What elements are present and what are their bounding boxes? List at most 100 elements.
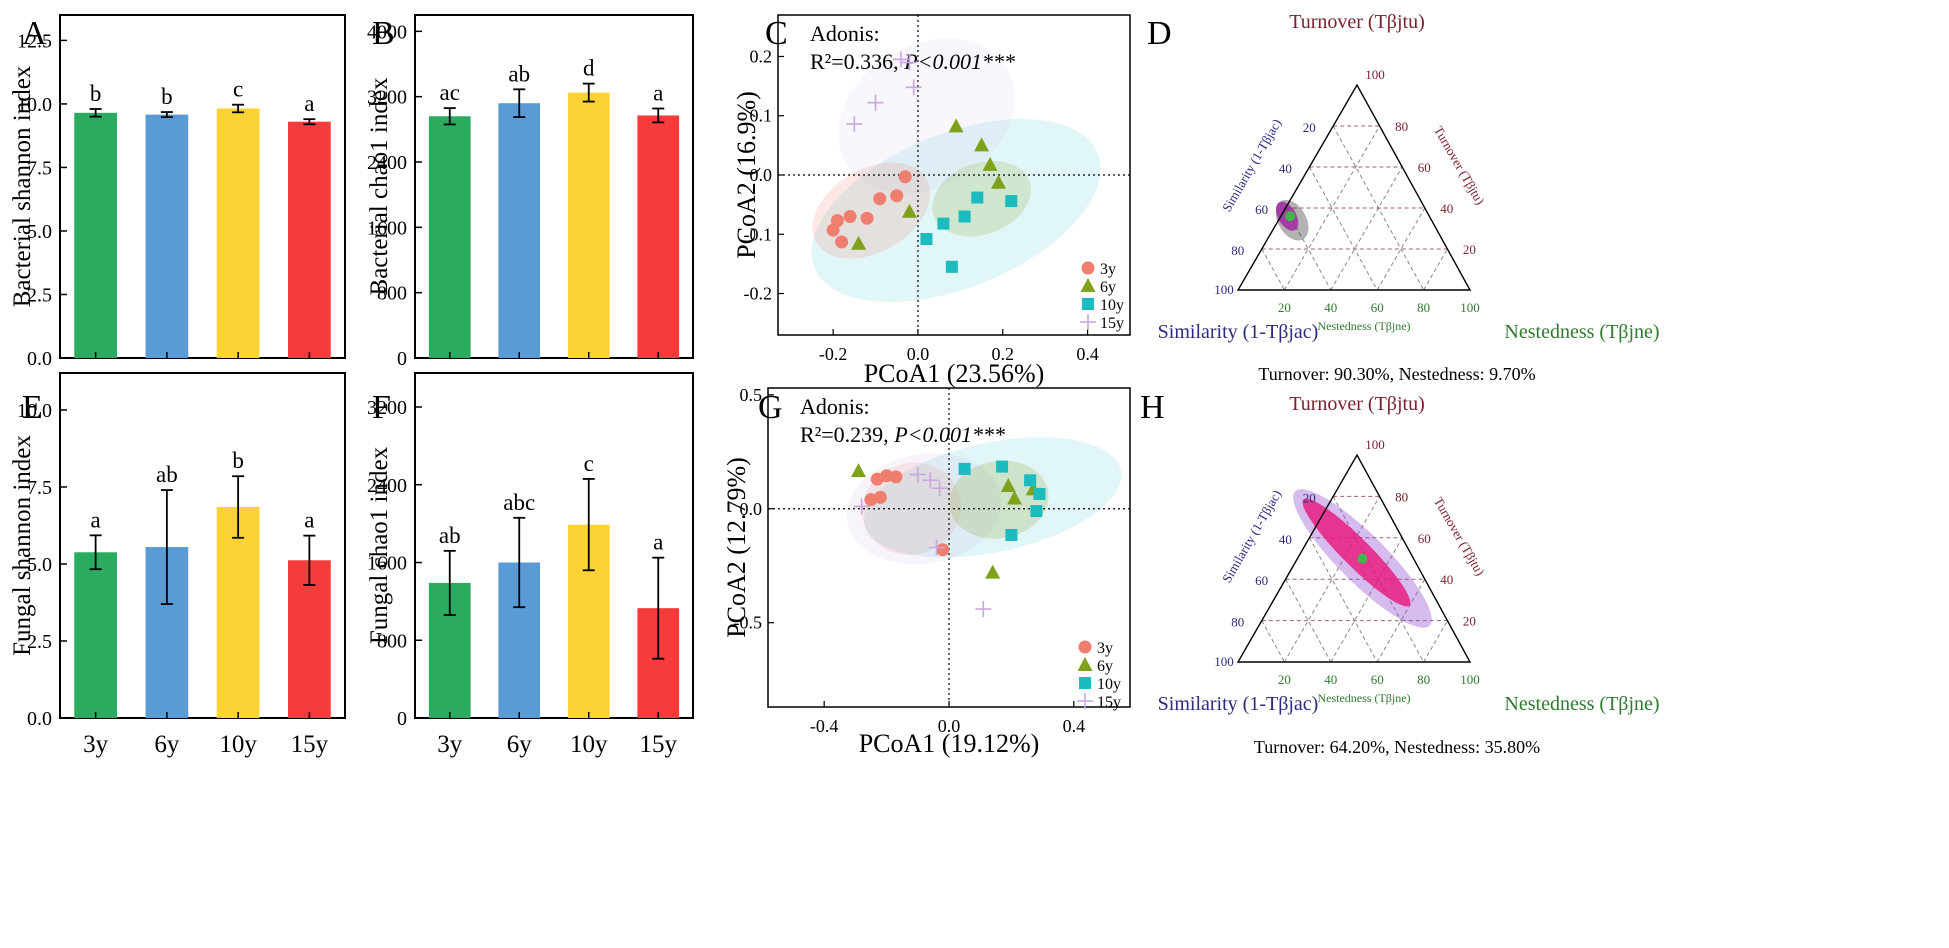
point-10y	[945, 260, 958, 273]
y-tick-label: 3200	[367, 87, 407, 109]
nestedness-tick: 60	[1371, 300, 1384, 315]
bar-15y	[288, 121, 331, 358]
x-tick-label: 10y	[219, 731, 257, 758]
side-label-nestedness: Nestedness (Tβjne)	[1317, 691, 1410, 705]
x-tick-label: 3y	[83, 731, 109, 758]
point-15y	[853, 498, 870, 515]
adonis-stats: R²=0.336, P<0.001***	[810, 49, 1015, 74]
significance-letter: b	[161, 84, 173, 109]
confidence-ellipse	[838, 38, 1015, 193]
point-15y	[975, 601, 992, 618]
turnover-tick: 60	[1418, 160, 1431, 175]
legend-label: 3y	[1100, 261, 1116, 278]
point-6y	[985, 564, 1001, 579]
turnover-tick: 100	[1365, 437, 1385, 452]
x-tick-label: 0.2	[992, 344, 1015, 364]
nestedness-tick: 80	[1417, 300, 1430, 315]
nestedness-tick: 20	[1278, 672, 1291, 687]
turnover-tick: 20	[1463, 242, 1476, 257]
bar-6y	[498, 103, 541, 358]
side-label-turnover: Turnover (Tβjtu)	[1431, 123, 1488, 207]
significance-letter: c	[584, 451, 594, 476]
point-6y	[948, 118, 964, 133]
bar-chart-F: 0 800 1600 2400 3200 Fungal chao1 index ab 3y ab…	[366, 372, 694, 758]
point-10y	[1033, 487, 1046, 500]
point-15y	[905, 79, 922, 96]
grid-nestedness	[1330, 537, 1403, 663]
y-tick-label: 0.0	[740, 499, 763, 519]
point-3y	[835, 235, 849, 249]
significance-letter: ab	[508, 61, 530, 86]
adonis-title: Adonis:	[810, 21, 880, 46]
panel-label-E: E	[22, 389, 43, 426]
x-tick-label: 15y	[640, 731, 678, 758]
point-10y	[958, 462, 971, 475]
legend-marker-10y	[1079, 677, 1091, 689]
grid-nestedness	[1330, 166, 1403, 291]
point-3y	[870, 472, 884, 486]
y-tick-label: 4000	[367, 21, 407, 43]
ternary-plot-H: 80 20 20 60 40 40 40 60 60 20 80 80 100 100 100 Similar…	[1158, 393, 1660, 757]
x-tick-label: 3y	[437, 731, 463, 758]
y-tick-label: 800	[377, 630, 407, 652]
significance-letter: a	[653, 81, 663, 106]
bar-chart-E: 0.0 2.5 5.0 7.5 10.0 Fungal shannon index a 3y a…	[9, 372, 346, 758]
bar-chart-A: 0.0 2.5 5.0 7.5 10.0 12.5 Bacterial shannon in…	[9, 14, 346, 370]
point-10y	[958, 210, 971, 223]
point-10y	[920, 233, 933, 245]
x-tick-label: -0.4	[810, 716, 839, 736]
legend-marker-3y	[1078, 640, 1092, 654]
confidence-ellipse	[811, 119, 1101, 303]
centroid-point	[1357, 553, 1368, 564]
similarity-tick: 100	[1214, 282, 1234, 297]
significance-letter: b	[90, 81, 102, 106]
nestedness-tick: 60	[1371, 672, 1384, 687]
similarity-tick: 100	[1214, 654, 1234, 669]
significance-letter: a	[91, 507, 101, 532]
y-tick-label: 0.0	[27, 708, 52, 730]
grid-nestedness	[1423, 620, 1448, 663]
legend-label: 15y	[1100, 315, 1124, 332]
bar-6y	[145, 114, 189, 358]
ternary-plot-D: 80 20 20 60 40 40 40 60 60 20 80 80 100 100 100 Similar…	[1158, 11, 1660, 384]
point-3y	[889, 470, 903, 484]
similarity-tick: 80	[1231, 243, 1244, 258]
legend-label: 3y	[1097, 640, 1113, 657]
confidence-ellipse	[812, 162, 931, 259]
y-axis-label: PCoA2 (12.79%)	[722, 457, 751, 638]
x-tick-label: 6y	[507, 731, 533, 758]
point-15y	[901, 54, 918, 71]
plot-frame	[59, 14, 346, 359]
significance-letter: ac	[440, 80, 460, 105]
grid-nestedness	[1423, 248, 1448, 291]
nestedness-tick: 80	[1417, 672, 1430, 687]
significance-letter: d	[583, 56, 595, 81]
legend-marker-15y	[1077, 693, 1093, 709]
plot-frame	[414, 14, 694, 359]
point-3y	[826, 223, 840, 237]
y-tick-label: 2.5	[27, 631, 52, 653]
similarity-tick: 20	[1303, 120, 1316, 135]
y-tick-label: 7.5	[27, 477, 52, 499]
similarity-tick: 60	[1255, 202, 1268, 217]
x-tick-label: 10y	[570, 731, 608, 758]
turnover-tick: 20	[1463, 614, 1476, 629]
point-3y	[860, 211, 874, 225]
x-tick-label: 0.4	[1063, 716, 1086, 736]
y-tick-label: 10.0	[17, 400, 52, 422]
y-axis-label: Fungal shannon index	[9, 435, 36, 656]
adonis-stats: R²=0.239, P<0.001***	[800, 422, 1005, 447]
x-axis-label: PCoA1 (19.12%)	[859, 729, 1040, 758]
bar-15y	[288, 560, 331, 718]
significance-letter: ab	[156, 462, 178, 487]
adonis-p: P<0.001***	[893, 422, 1005, 447]
point-15y	[846, 116, 863, 133]
y-tick-label: 0.5	[740, 385, 763, 405]
point-15y	[909, 466, 926, 483]
grid-nestedness	[1376, 578, 1426, 663]
significance-letter: a	[304, 91, 314, 116]
grid-nestedness	[1283, 125, 1381, 291]
point-15y	[931, 480, 948, 497]
legend-marker-15y	[1080, 314, 1096, 330]
y-axis-label: Bacterial chao1 index	[366, 77, 393, 295]
